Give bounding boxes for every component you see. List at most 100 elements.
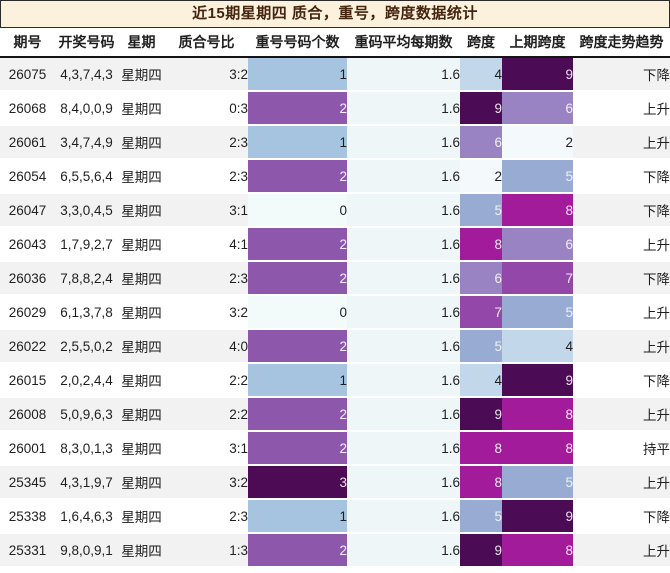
trend-cell: 上升 xyxy=(573,533,670,568)
repeat-avg-cell: 1.6 xyxy=(347,329,460,364)
numbers-cell: 4,3,7,4,3 xyxy=(55,57,118,92)
prev-span-cell: 9 xyxy=(502,57,573,92)
table-body: 26075 4,3,7,4,3 星期四 3:2 1 1.6 4 9 下降 26068 8,4,0,0… xyxy=(0,57,670,568)
trend-cell: 下降 xyxy=(573,499,670,534)
span-cell: 8 xyxy=(460,431,502,466)
ratio-cell: 0:3 xyxy=(165,91,248,126)
repeat-avg-cell: 1.6 xyxy=(347,227,460,262)
table-row: 26043 1,7,9,2,7 星期四 4:1 2 1.6 8 6 上升 xyxy=(0,227,670,262)
weekday-cell: 星期四 xyxy=(118,431,165,466)
span-cell: 8 xyxy=(460,465,502,500)
table-row: 26075 4,3,7,4,3 星期四 3:2 1 1.6 4 9 下降 xyxy=(0,57,670,92)
trend-cell: 上升 xyxy=(573,227,670,262)
ratio-cell: 3:1 xyxy=(165,193,248,228)
ratio-cell: 2:2 xyxy=(165,397,248,432)
trend-cell: 上升 xyxy=(573,125,670,160)
weekday-cell: 星期四 xyxy=(118,57,165,92)
numbers-cell: 8,3,0,1,3 xyxy=(55,431,118,466)
repeat-avg-cell: 1.6 xyxy=(347,295,460,330)
prev-span-cell: 7 xyxy=(502,261,573,296)
ratio-cell: 1:3 xyxy=(165,533,248,568)
weekday-cell: 星期四 xyxy=(118,295,165,330)
period-cell: 26068 xyxy=(0,91,55,126)
table-row: 26036 7,8,8,2,4 星期四 2:3 2 1.6 6 7 下降 xyxy=(0,261,670,296)
numbers-cell: 9,8,0,9,1 xyxy=(55,533,118,568)
repeat-count-cell: 0 xyxy=(248,193,347,228)
prev-span-cell: 8 xyxy=(502,397,573,432)
repeat-avg-cell: 1.6 xyxy=(347,363,460,398)
span-cell: 9 xyxy=(460,397,502,432)
numbers-cell: 8,4,0,0,9 xyxy=(55,91,118,126)
trend-cell: 上升 xyxy=(573,329,670,364)
numbers-cell: 2,5,5,0,2 xyxy=(55,329,118,364)
repeat-count-cell: 2 xyxy=(248,159,347,194)
weekday-cell: 星期四 xyxy=(118,91,165,126)
table-header: 期号 开奖号码 星期 质合号比 重号号码个数 重码平均每期数 跨度 上期跨度 跨… xyxy=(0,28,670,58)
table-row: 26022 2,5,5,0,2 星期四 4:0 2 1.6 5 4 上升 xyxy=(0,329,670,364)
period-cell: 26054 xyxy=(0,159,55,194)
weekday-cell: 星期四 xyxy=(118,329,165,364)
ratio-cell: 2:3 xyxy=(165,261,248,296)
repeat-count-cell: 1 xyxy=(248,125,347,160)
prev-span-cell: 8 xyxy=(502,431,573,466)
trend-cell: 上升 xyxy=(573,397,670,432)
weekday-cell: 星期四 xyxy=(118,227,165,262)
period-cell: 26001 xyxy=(0,431,55,466)
table-row: 26015 2,0,2,4,4 星期四 2:2 1 1.6 4 9 下降 xyxy=(0,363,670,398)
period-cell: 25331 xyxy=(0,533,55,568)
period-cell: 26008 xyxy=(0,397,55,432)
weekday-cell: 星期四 xyxy=(118,363,165,398)
trend-cell: 下降 xyxy=(573,261,670,296)
col-header-prev-span: 上期跨度 xyxy=(502,28,573,58)
prev-span-cell: 2 xyxy=(502,125,573,160)
span-cell: 5 xyxy=(460,193,502,228)
col-header-period: 期号 xyxy=(0,28,55,58)
span-cell: 4 xyxy=(460,57,502,92)
prev-span-cell: 9 xyxy=(502,363,573,398)
prev-span-cell: 5 xyxy=(502,465,573,500)
weekday-cell: 星期四 xyxy=(118,533,165,568)
repeat-avg-cell: 1.6 xyxy=(347,193,460,228)
prev-span-cell: 6 xyxy=(502,91,573,126)
table-row: 26008 5,0,9,6,3 星期四 2:2 2 1.6 9 8 上升 xyxy=(0,397,670,432)
period-cell: 26022 xyxy=(0,329,55,364)
span-cell: 9 xyxy=(460,91,502,126)
repeat-count-cell: 2 xyxy=(248,329,347,364)
table-row: 25331 9,8,0,9,1 星期四 1:3 2 1.6 9 8 上升 xyxy=(0,533,670,568)
numbers-cell: 5,0,9,6,3 xyxy=(55,397,118,432)
span-cell: 2 xyxy=(460,159,502,194)
repeat-avg-cell: 1.6 xyxy=(347,159,460,194)
numbers-cell: 7,8,8,2,4 xyxy=(55,261,118,296)
weekday-cell: 星期四 xyxy=(118,465,165,500)
ratio-cell: 2:3 xyxy=(165,159,248,194)
table-row: 26001 8,3,0,1,3 星期四 3:1 2 1.6 8 8 持平 xyxy=(0,431,670,466)
trend-cell: 上升 xyxy=(573,91,670,126)
prev-span-cell: 5 xyxy=(502,159,573,194)
trend-cell: 下降 xyxy=(573,363,670,398)
prev-span-cell: 5 xyxy=(502,295,573,330)
numbers-cell: 3,3,0,4,5 xyxy=(55,193,118,228)
repeat-count-cell: 2 xyxy=(248,261,347,296)
trend-cell: 下降 xyxy=(573,159,670,194)
table-row: 26029 6,1,3,7,8 星期四 3:2 0 1.6 7 5 上升 xyxy=(0,295,670,330)
col-header-span-trend: 跨度走势趋势 xyxy=(573,28,670,58)
span-cell: 8 xyxy=(460,227,502,262)
repeat-avg-cell: 1.6 xyxy=(347,397,460,432)
repeat-count-cell: 2 xyxy=(248,533,347,568)
repeat-count-cell: 1 xyxy=(248,57,347,92)
col-header-ratio: 质合号比 xyxy=(165,28,248,58)
repeat-count-cell: 2 xyxy=(248,91,347,126)
trend-cell: 下降 xyxy=(573,57,670,92)
ratio-cell: 2:2 xyxy=(165,363,248,398)
repeat-count-cell: 1 xyxy=(248,499,347,534)
ratio-cell: 3:2 xyxy=(165,295,248,330)
numbers-cell: 2,0,2,4,4 xyxy=(55,363,118,398)
period-cell: 26015 xyxy=(0,363,55,398)
span-cell: 6 xyxy=(460,261,502,296)
trend-cell: 上升 xyxy=(573,295,670,330)
weekday-cell: 星期四 xyxy=(118,159,165,194)
ratio-cell: 4:1 xyxy=(165,227,248,262)
numbers-cell: 6,5,5,6,4 xyxy=(55,159,118,194)
repeat-count-cell: 2 xyxy=(248,227,347,262)
